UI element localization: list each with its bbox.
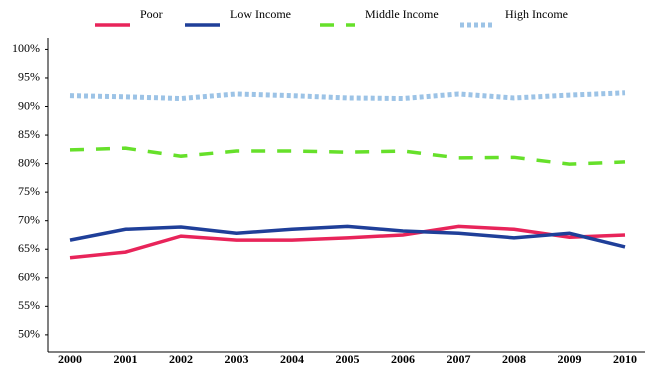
x-tick-label: 2008	[502, 352, 526, 366]
y-tick-label: 60%	[18, 270, 40, 284]
x-tick-label: 2003	[225, 352, 249, 366]
legend-label: Low Income	[230, 7, 291, 21]
y-tick-label: 80%	[18, 155, 40, 169]
legend-label: Poor	[140, 7, 163, 21]
x-tick-label: 2001	[114, 352, 138, 366]
y-tick-label: 100%	[12, 41, 40, 55]
series-line	[69, 224, 626, 249]
x-tick-label: 2004	[280, 352, 304, 366]
legend-label: Middle Income	[365, 7, 439, 21]
x-tick-label: 2009	[558, 352, 582, 366]
x-tick-label: 2010	[613, 352, 637, 366]
series-line	[69, 224, 626, 260]
y-tick-label: 70%	[18, 212, 40, 226]
x-tick-label: 2006	[391, 352, 415, 366]
x-tick-label: 2007	[447, 352, 471, 366]
y-tick-label: 55%	[18, 298, 40, 312]
series-line	[69, 146, 626, 166]
x-tick-label: 2000	[58, 352, 82, 366]
y-tick-label: 50%	[18, 327, 40, 341]
y-tick-label: 85%	[18, 127, 40, 141]
y-tick-label: 75%	[18, 184, 40, 198]
legend-label: High Income	[505, 7, 568, 21]
x-tick-label: 2002	[169, 352, 193, 366]
y-tick-label: 90%	[18, 98, 40, 112]
y-tick-label: 95%	[18, 70, 40, 84]
series-line	[69, 90, 626, 102]
y-tick-label: 65%	[18, 241, 40, 255]
x-tick-label: 2005	[336, 352, 360, 366]
